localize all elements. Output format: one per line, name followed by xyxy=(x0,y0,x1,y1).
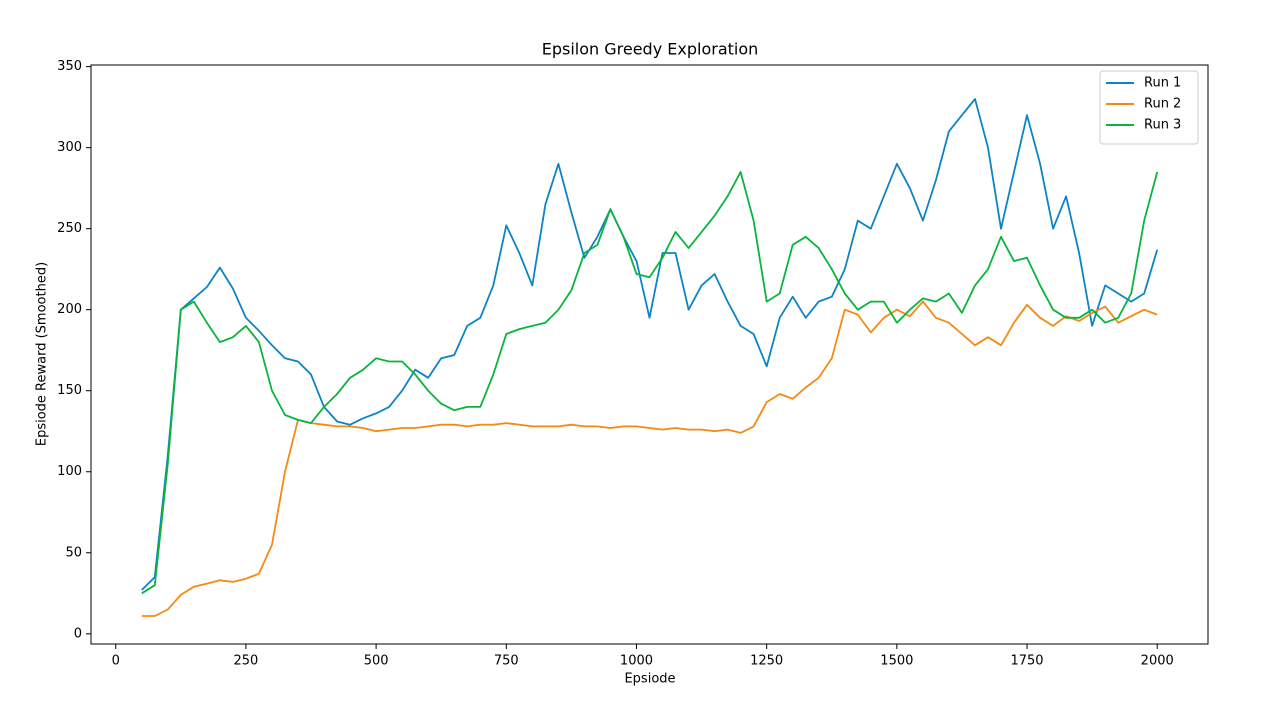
plot-frame xyxy=(90,64,1209,645)
y-tick-label: 250 xyxy=(57,221,82,236)
y-tick-label: 350 xyxy=(57,59,82,74)
legend-label: Run 2 xyxy=(1144,97,1181,112)
x-tick-label: 250 xyxy=(234,654,259,669)
x-tick-label: 500 xyxy=(364,654,389,669)
y-tick-label: 300 xyxy=(57,140,82,155)
y-axis-label: Epsiode Reward (Smoothed) xyxy=(35,262,50,446)
x-tick-label: 1750 xyxy=(1010,654,1043,669)
x-axis-label: Epsiode xyxy=(624,672,675,687)
x-tick-label: 0 xyxy=(112,654,120,669)
y-tick-label: 200 xyxy=(57,302,82,317)
y-tick-label: 150 xyxy=(57,383,82,398)
x-tick-label: 1500 xyxy=(880,654,913,669)
legend-label: Run 1 xyxy=(1144,76,1181,91)
x-tick-label: 750 xyxy=(494,654,519,669)
y-tick-label: 50 xyxy=(65,545,82,560)
chart-title: Epsilon Greedy Exploration xyxy=(542,40,759,59)
y-tick-label: 100 xyxy=(57,464,82,479)
line-series xyxy=(141,171,1159,595)
x-tick-label: 1250 xyxy=(750,654,783,669)
x-tick-label: 1000 xyxy=(620,654,653,669)
line-series xyxy=(141,98,1159,591)
y-tick-label: 0 xyxy=(74,626,82,641)
x-tick-label: 2000 xyxy=(1141,654,1174,669)
legend-label: Run 3 xyxy=(1144,118,1181,133)
